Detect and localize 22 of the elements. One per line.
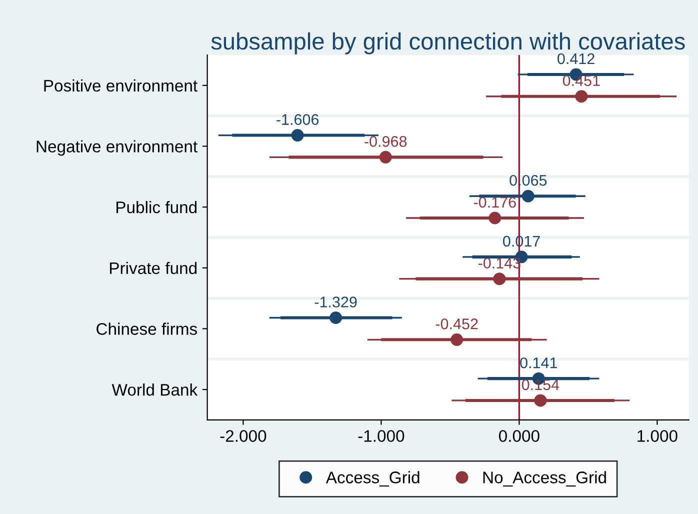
data-label: -0.452 [436, 318, 478, 330]
legend-label: Access_Grid [326, 471, 420, 487]
y-tick-label: Chinese firms [96, 322, 197, 335]
data-label: 0.141 [520, 357, 558, 368]
y-tick-label: Private fund [110, 262, 197, 274]
chart-title: subsample by grid connection with covariates [211, 32, 685, 54]
data-label: 0.412 [558, 53, 594, 64]
data-label: 0.154 [522, 379, 560, 390]
x-tick-label: -1.000 [358, 430, 404, 442]
x-tick-label: 0.000 [498, 430, 540, 442]
data-label: -1.329 [314, 296, 357, 308]
data-label: -1.606 [276, 114, 319, 125]
legend-label: No_Access_Grid [483, 471, 606, 487]
x-tick-label: -2.000 [220, 430, 266, 442]
y-tick-label: World Bank [112, 383, 198, 396]
data-label: -0.968 [364, 136, 407, 147]
y-tick-label: Positive environment [44, 79, 198, 92]
y-tick-label: Public fund [116, 201, 197, 214]
data-label: -0.176 [474, 196, 516, 208]
x-tick-label: 1.000 [638, 430, 678, 442]
y-tick-label: Negative environment [36, 140, 198, 156]
data-label: 0.451 [562, 75, 600, 86]
